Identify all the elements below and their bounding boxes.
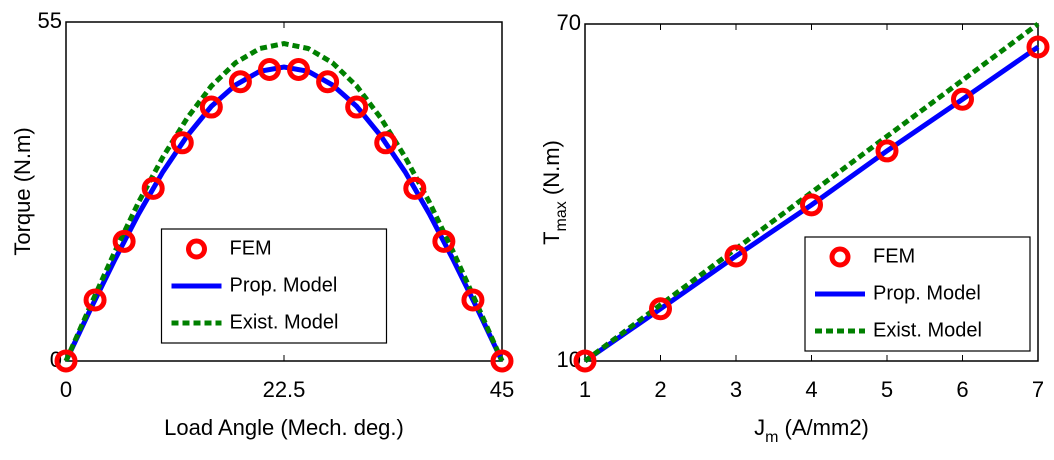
fem-point xyxy=(170,131,194,155)
x-axis-label: Jm (A/mm2) xyxy=(754,415,869,446)
fem-point xyxy=(490,349,514,373)
legend-label: FEM xyxy=(230,237,272,259)
x-axis-label: Load Angle (Mech. deg.) xyxy=(164,415,404,440)
fem-point xyxy=(54,349,78,373)
y-axis-label-sub: max xyxy=(553,201,570,231)
x-tick-label: 4 xyxy=(805,377,817,402)
model-line xyxy=(583,44,1040,364)
x-tick-label: 2 xyxy=(654,377,666,402)
fem-point xyxy=(432,229,456,253)
y-axis-label-rest: (N.m) xyxy=(539,140,564,201)
legend-symbol xyxy=(186,238,207,260)
fem-point xyxy=(287,57,311,81)
fem-point xyxy=(403,176,427,200)
y-tick-label: 55 xyxy=(38,8,62,33)
model-line xyxy=(63,41,505,363)
x-tick-label: 45 xyxy=(490,377,514,402)
y-axis-label-base: T xyxy=(539,231,564,244)
x-tick-label: 6 xyxy=(956,377,968,402)
fem-point xyxy=(199,95,223,119)
fem-point xyxy=(257,57,281,81)
legend: FEM Prop. Model Exist. Model xyxy=(160,228,388,344)
legend-label: Exist. Model xyxy=(230,311,339,333)
fem-point xyxy=(875,139,899,163)
fem-point xyxy=(374,131,398,155)
x-tick-label: 5 xyxy=(881,377,893,402)
legend-symbol xyxy=(829,246,851,268)
y-tick-label: 70 xyxy=(557,10,581,35)
fem-point xyxy=(112,229,136,253)
fem-point xyxy=(316,70,340,94)
x-tick-label: 1 xyxy=(579,377,591,402)
fem-point xyxy=(345,95,369,119)
fem-point xyxy=(649,297,672,321)
model-line xyxy=(583,21,1040,364)
legend-label: Prop. Model xyxy=(873,282,981,304)
fem-point xyxy=(800,193,823,217)
fem-point xyxy=(141,176,165,200)
x-axis-label-sub: m xyxy=(765,429,778,446)
fem-point xyxy=(461,288,485,312)
y-axis-label: Tmax (N.m) xyxy=(539,140,570,245)
legend-label: Exist. Model xyxy=(873,319,982,341)
fem-point xyxy=(1026,35,1050,59)
x-axis-label-rest: (A/mm2) xyxy=(778,415,868,440)
x-tick-label: 0 xyxy=(60,377,72,402)
fem-point xyxy=(573,349,597,373)
x-tick-label: 7 xyxy=(1032,377,1044,402)
legend: FEM Prop. Model Exist. Model xyxy=(804,236,1031,352)
x-tick-label: 22.5 xyxy=(263,377,306,402)
fem-point xyxy=(83,288,107,312)
legend-label: FEM xyxy=(873,245,915,267)
fem-point xyxy=(228,70,252,94)
x-tick-label: 3 xyxy=(730,377,742,402)
x-axis-label-base: J xyxy=(754,415,765,440)
y-axis-label: Torque (N.m) xyxy=(10,127,35,255)
legend-label: Prop. Model xyxy=(230,274,338,296)
fem-point xyxy=(724,244,748,268)
model-line xyxy=(63,64,505,363)
fem-point xyxy=(951,87,974,111)
